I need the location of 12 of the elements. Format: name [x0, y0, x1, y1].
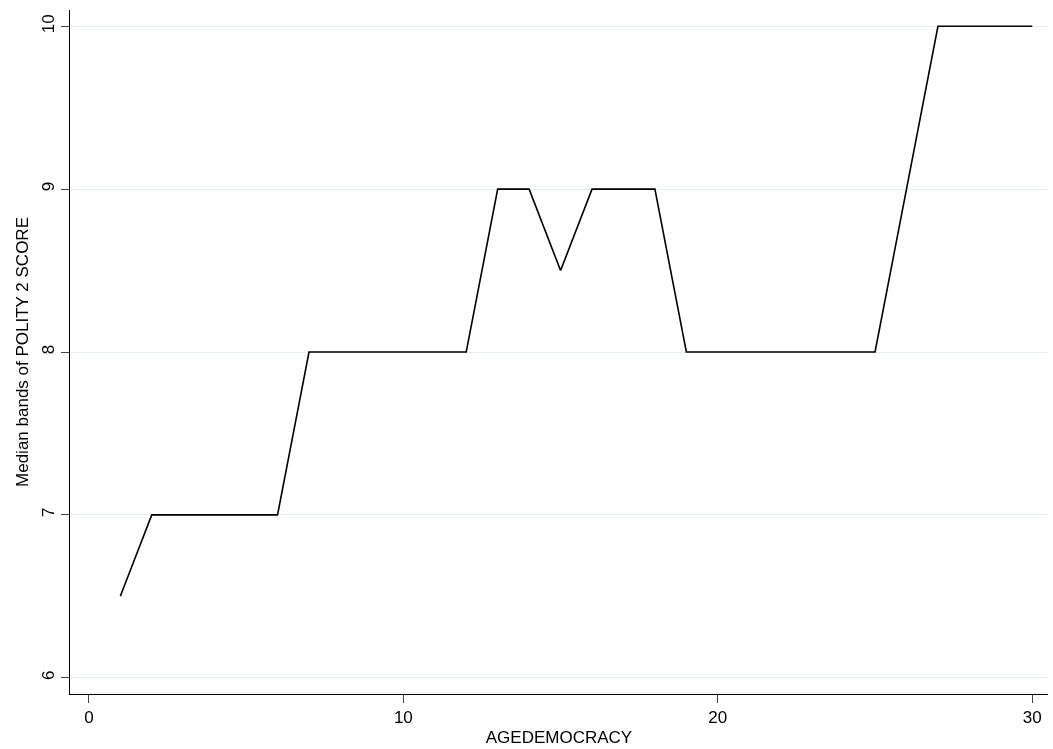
y-tick-label: 8	[39, 344, 59, 355]
y-axis-title: Median bands of POLITY 2 SCORE	[12, 217, 32, 487]
x-axis-title: AGEDEMOCRACY	[485, 727, 633, 747]
x-tick-label: 20	[708, 708, 728, 728]
y-tick-label: 7	[39, 507, 59, 518]
x-tick-label: 0	[84, 708, 94, 728]
y-tick-label: 10	[39, 14, 59, 34]
x-tick-label: 30	[1022, 708, 1042, 728]
y-tick-label: 6	[39, 670, 59, 680]
y-tick-label: 9	[39, 181, 59, 192]
x-tick-label: 10	[393, 708, 413, 728]
line-series	[119, 25, 1034, 598]
